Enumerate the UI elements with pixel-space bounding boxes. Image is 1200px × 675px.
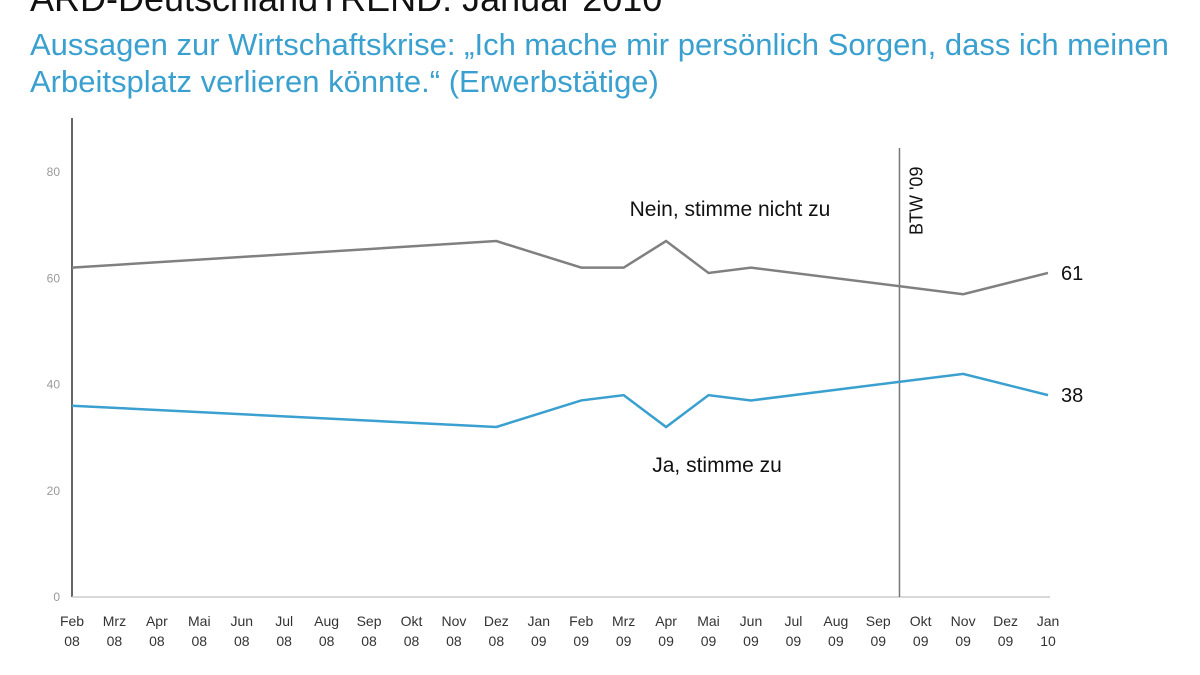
x-tick-label-month: Dez (484, 613, 509, 629)
x-tick-label-month: Dez (993, 613, 1018, 629)
x-tick-label-month: Mai (697, 613, 720, 629)
x-tick-label-year: 09 (743, 633, 759, 649)
x-tick-label-year: 09 (955, 633, 971, 649)
x-tick-label-month: Okt (910, 613, 932, 629)
x-tick-label-month: Apr (655, 613, 677, 629)
x-tick-label-year: 09 (701, 633, 717, 649)
x-tick-label-year: 09 (870, 633, 886, 649)
x-tick-label-year: 08 (149, 633, 165, 649)
x-tick-label-year: 08 (192, 633, 208, 649)
chart-subtitle: Aussagen zur Wirtschaftskrise: „Ich mach… (30, 27, 1169, 99)
x-tick-label-month: Jul (784, 613, 802, 629)
x-tick-label-year: 08 (361, 633, 377, 649)
x-tick-label-month: Jan (1037, 613, 1060, 629)
x-tick-label-year: 08 (319, 633, 335, 649)
series-label: Nein, stimme nicht zu (630, 198, 831, 221)
x-tick-label-year: 08 (489, 633, 505, 649)
series-line-ja (71, 372, 1049, 429)
x-tick-label-year: 09 (573, 633, 589, 649)
x-tick-label-year: 08 (107, 633, 123, 649)
x-tick-label-month: Okt (401, 613, 423, 629)
series-label: Ja, stimme zu (652, 454, 782, 477)
x-tick-label-month: Mai (188, 613, 211, 629)
x-tick-label-month: Mrz (103, 613, 126, 629)
y-tick-label: 40 (47, 378, 61, 392)
x-tick-label-month: Nov (951, 613, 976, 629)
x-tick-label-month: Feb (60, 613, 84, 629)
y-tick-label: 80 (47, 165, 61, 179)
x-tick-label-month: Aug (314, 613, 339, 629)
x-tick-label-month: Jan (527, 613, 550, 629)
x-tick-label-year: 08 (276, 633, 292, 649)
election-marker-label: BTW '09 (906, 167, 926, 235)
end-value-label: 38 (1061, 385, 1083, 407)
x-tick-label-month: Nov (441, 613, 466, 629)
x-tick-label-year: 09 (828, 633, 844, 649)
x-tick-label-year: 08 (446, 633, 462, 649)
x-tick-label-month: Jul (275, 613, 293, 629)
x-tick-label-month: Sep (357, 613, 382, 629)
x-tick-label-year: 09 (786, 633, 802, 649)
x-tick-label-year: 09 (658, 633, 674, 649)
x-tick-label-year: 10 (1040, 633, 1056, 649)
x-tick-label-month: Sep (866, 613, 891, 629)
x-tick-label-year: 08 (404, 633, 420, 649)
x-tick-label-month: Jun (740, 613, 763, 629)
x-tick-label-month: Jun (230, 613, 253, 629)
x-tick-label-month: Aug (823, 613, 848, 629)
x-tick-label-year: 09 (531, 633, 547, 649)
series-line-nein (71, 239, 1049, 296)
page-title: ARD-DeutschlandTREND: Januar 2010 (30, 0, 662, 20)
y-tick-label: 20 (47, 484, 61, 498)
x-tick-label-year: 09 (913, 633, 929, 649)
y-tick-label: 60 (47, 271, 61, 285)
x-tick-label-month: Apr (146, 613, 168, 629)
x-tick-label-year: 09 (998, 633, 1014, 649)
x-tick-label-month: Feb (569, 613, 593, 629)
y-tick-label: 0 (53, 590, 60, 604)
x-tick-label-month: Mrz (612, 613, 635, 629)
x-tick-label-year: 08 (64, 633, 80, 649)
end-value-label: 61 (1061, 263, 1083, 285)
x-tick-label-year: 08 (234, 633, 250, 649)
x-tick-label-year: 09 (616, 633, 632, 649)
